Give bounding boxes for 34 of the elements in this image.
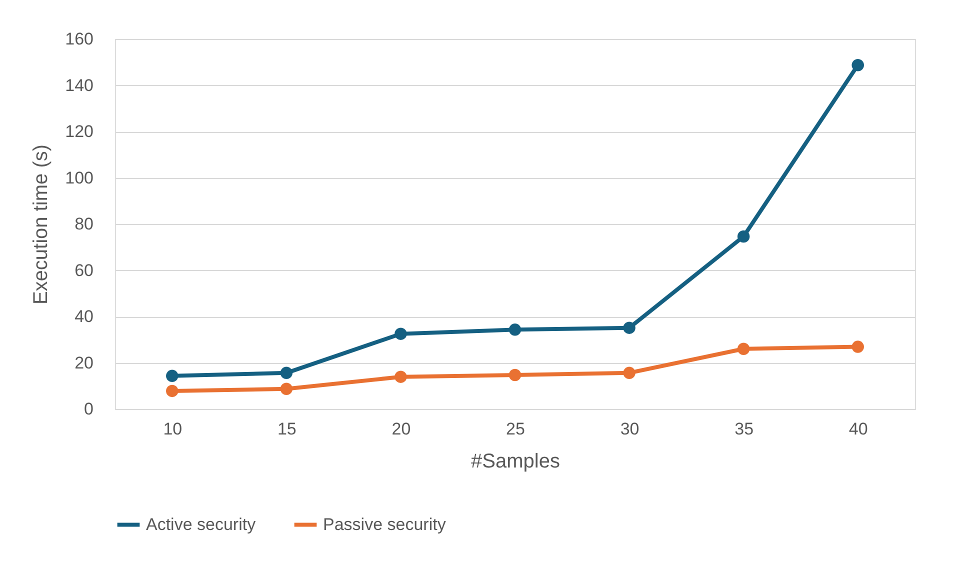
point (737, 230, 750, 243)
y-tick-label: 120 (65, 122, 94, 141)
point (280, 366, 293, 380)
x-tick-label: 15 (277, 420, 296, 438)
point (166, 384, 178, 398)
point (852, 340, 864, 353)
y-tick-label: 140 (65, 76, 94, 95)
x-tick-label: 35 (734, 420, 754, 438)
y-tick-label: 40 (74, 307, 94, 326)
y-axis-title: Execution time (s) (30, 144, 52, 305)
point (394, 328, 407, 340)
point (623, 322, 636, 334)
x-tick-label: 10 (163, 420, 182, 438)
x-tick-label: 30 (620, 420, 640, 438)
point (737, 342, 750, 355)
point (394, 370, 407, 383)
legend-label: Active security (146, 514, 256, 534)
y-tick-label: 100 (65, 168, 94, 188)
point (508, 368, 522, 382)
legend-label: Passive security (323, 514, 446, 534)
x-axis-title: #Samples (471, 450, 560, 472)
x-tick-label: 25 (506, 420, 525, 438)
point (508, 324, 522, 336)
y-tick-label: 20 (74, 353, 94, 372)
y-tick-label: 60 (74, 260, 94, 280)
y-tick-label: 0 (84, 400, 94, 418)
point (280, 382, 293, 395)
y-tick-label: 160 (65, 30, 94, 48)
point (852, 59, 864, 72)
x-tick-label: 20 (392, 420, 411, 438)
y-tick-label: 80 (74, 214, 94, 234)
point (623, 366, 636, 380)
x-tick-label: 40 (848, 420, 868, 438)
point (166, 370, 178, 382)
